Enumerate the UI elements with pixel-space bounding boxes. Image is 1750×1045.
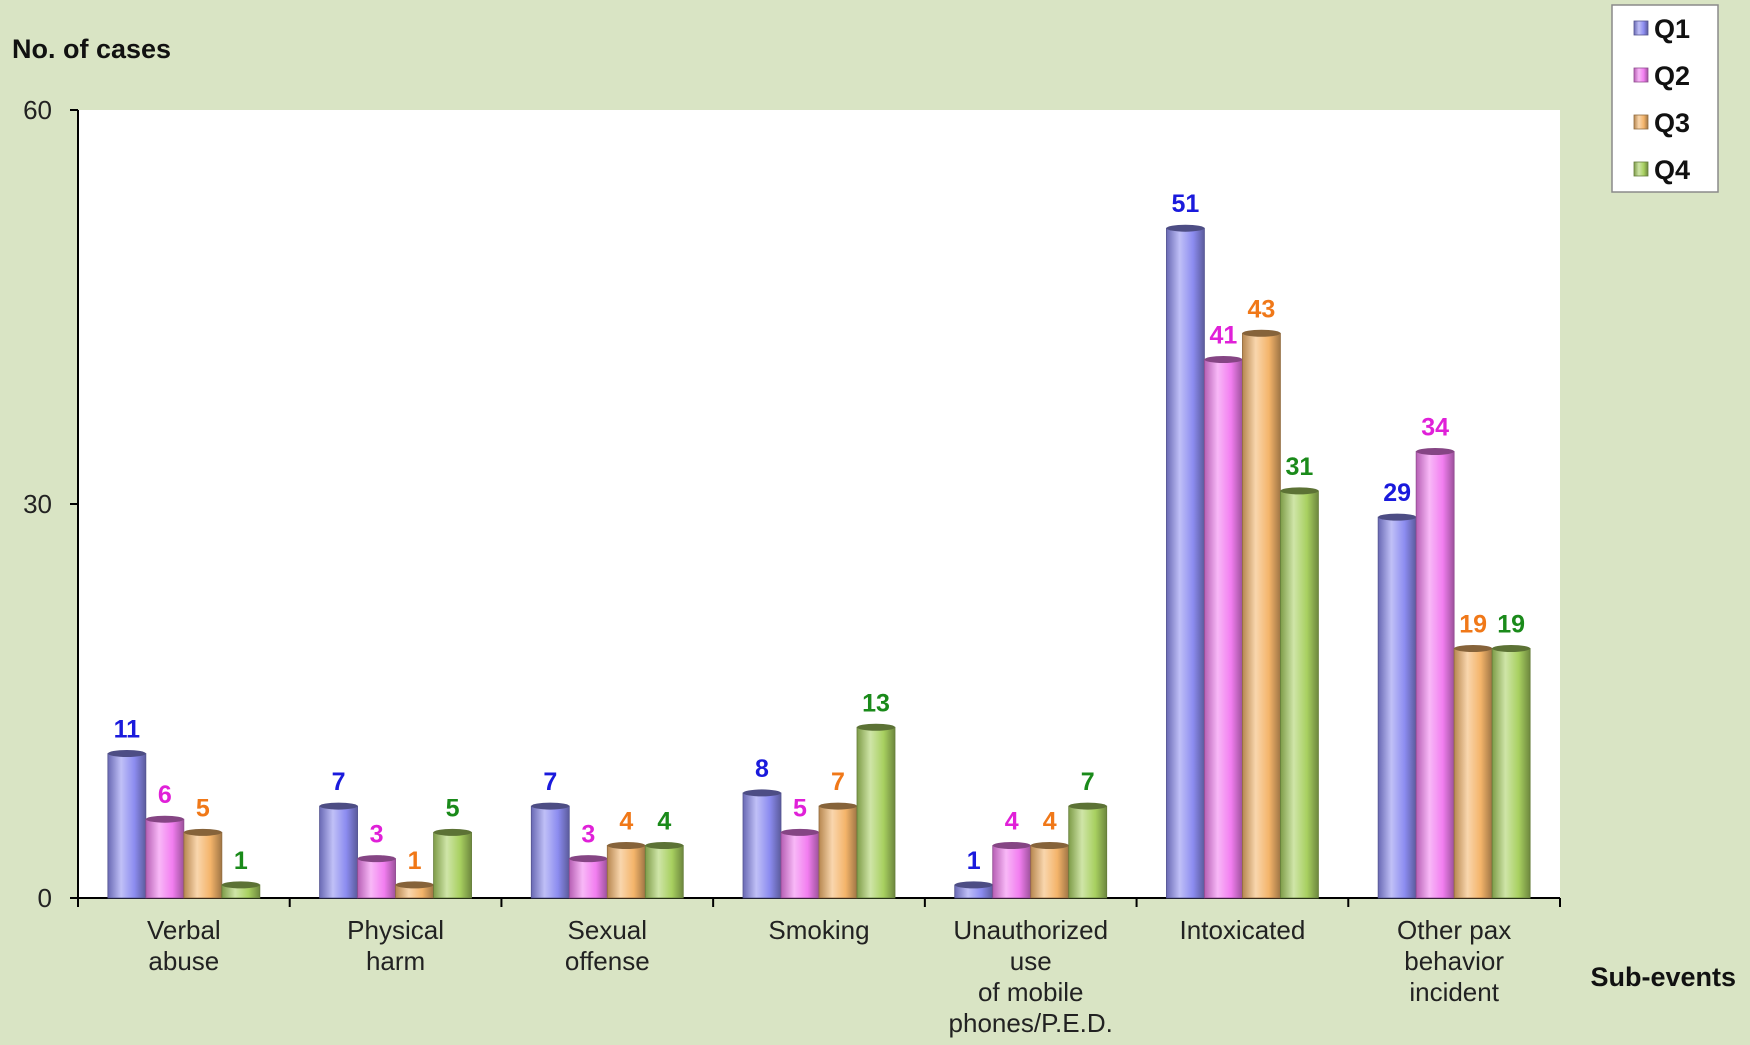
data-label-q3: 7 [831,768,845,796]
data-label-q1: 8 [755,755,769,783]
bar-q3 [606,841,646,899]
legend-label: Q2 [1654,61,1690,91]
data-label-q3: 19 [1459,610,1487,638]
bar-q4 [221,881,261,899]
data-label-q4: 19 [1497,610,1525,638]
x-axis-title: Sub-events [1590,962,1736,992]
bar-q2 [780,828,820,899]
data-label-q3: 43 [1248,295,1276,323]
data-label-q2: 5 [793,794,807,822]
bar-q4 [1068,802,1108,899]
plot-area [78,110,1560,898]
category-label: Other pax behavior incident [1397,915,1511,1007]
bar-q1 [107,750,147,899]
legend: Q1 Q2 Q3 Q4 [1611,4,1719,193]
data-label-q3: 4 [619,807,633,835]
bar-q3 [183,828,223,899]
bar-q1 [530,802,570,899]
bar-q3 [1453,644,1493,899]
bar-q1 [1377,513,1417,899]
bars [107,224,1531,899]
category-label: Smoking [768,915,869,945]
data-label-q1: 7 [332,768,346,796]
bar-q2 [1204,356,1243,899]
data-label-q2: 41 [1210,322,1238,350]
bar-q4 [644,841,684,899]
y-tick-label: 30 [23,489,52,519]
legend-label: Q1 [1654,14,1690,44]
legend-swatch [1633,114,1649,130]
data-label-q1: 7 [543,768,557,796]
bar-q4 [1280,487,1319,899]
bar-q2 [1415,447,1455,899]
legend-swatch [1633,20,1649,36]
data-label-q2: 6 [158,781,172,809]
data-label-q1: 29 [1383,479,1411,507]
bar-q1 [1166,224,1205,899]
legend-swatch [1633,67,1649,83]
category-label: Intoxicated [1180,915,1306,945]
bar-q1 [319,802,358,899]
category-labels: Verbal abuse Physical harm Sexual offense Smok… [147,915,1511,1038]
y-axis-title: No. of cases [12,34,171,64]
bar-q1 [954,881,994,899]
data-label-q2: 34 [1421,413,1449,441]
data-label-q2: 3 [370,821,384,849]
bar-q3 [1030,841,1070,899]
legend-box [1611,4,1719,193]
bar-q2 [568,855,608,899]
category-label: Verbal abuse [147,915,221,976]
data-label-q4: 7 [1081,768,1095,796]
bar-q2 [145,815,185,899]
bar-q4 [433,828,472,899]
bar-q1 [742,789,782,899]
category-label: Physical harm [347,915,444,976]
data-label-q4: 13 [862,689,890,717]
data-label-q3: 4 [1043,807,1057,835]
legend-label: Q3 [1654,108,1690,138]
data-label-q4: 4 [657,807,671,835]
bar-q3 [818,802,858,899]
data-label-q4: 1 [234,847,248,875]
category-label: Sexual offense [565,915,650,976]
legend-label: Q4 [1654,155,1690,185]
bar-q3 [395,881,434,899]
bar-q2 [357,855,396,899]
bar-q4 [856,723,896,899]
data-label-q4: 31 [1286,453,1314,481]
legend-item-q3: Q3 [1633,108,1690,138]
y-tick-label: 60 [23,95,52,125]
data-label-q4: 5 [446,794,460,822]
data-label-q3: 5 [196,794,210,822]
bar-q4 [1491,644,1531,899]
legend-item-q1: Q1 [1633,14,1690,44]
data-label-q1: 1 [967,847,981,875]
legend-swatch [1633,161,1649,177]
data-label-q3: 1 [408,847,422,875]
data-label-q2: 4 [1005,807,1019,835]
y-tick-label: 0 [38,883,52,913]
category-label: Unauthorized use of mobile phones/P.E.D. [949,915,1113,1038]
legend-item-q2: Q2 [1633,61,1690,91]
bar-q2 [992,841,1032,899]
data-label-q1: 51 [1172,190,1200,218]
data-label-q2: 3 [581,821,595,849]
legend-item-q4: Q4 [1633,155,1690,185]
bar-q3 [1242,329,1281,899]
data-label-q1: 11 [114,716,141,744]
